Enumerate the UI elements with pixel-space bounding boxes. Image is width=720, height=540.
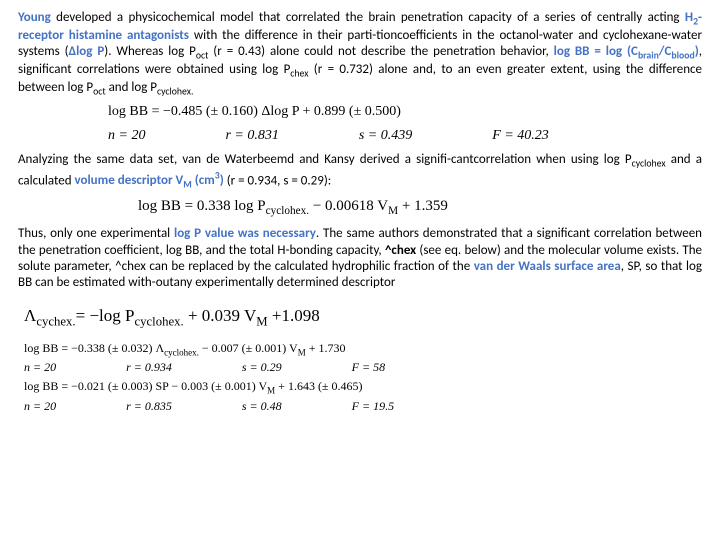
paragraph-3: Thus, only one experimental log P value … [18,226,702,291]
stat-r: r = 0.934 [126,360,172,375]
oct-sub: oct [196,50,209,62]
equation-5-stats: n = 20 r = 0.835 s = 0.48 F = 19.5 [24,399,702,414]
text: ). Whereas log P [104,44,196,59]
stat-s: s = 0.29 [242,360,282,375]
chex-sub: chex [290,67,308,79]
chex-bold: ^chex [385,243,416,258]
stat-f: F = 19.5 [352,399,394,414]
equation-5: log BB = −0.021 (± 0.003) SP − 0.003 (± … [24,379,702,397]
stat-r: r = 0.835 [126,399,172,414]
stat-f: F = 58 [352,360,385,375]
text: (r = 0.43) alone could not describe the … [208,44,553,59]
text: Thus, only one experimental [18,226,174,241]
stat-n: n = 20 [24,399,56,414]
paragraph-2: Analyzing the same data set, van de Wate… [18,152,702,191]
text: (r = 0.934, s = 0.29): [224,173,332,188]
equation-1-stats: n = 20 r = 0.831 s = 0.439 F = 40.23 [108,127,702,145]
cyclohex-sub: cyclohex [632,158,666,170]
stat-s: s = 0.48 [242,399,282,414]
equation-1: log BB = −0.485 (± 0.160) Δlog P + 0.899… [108,103,702,121]
equation-2: log BB = 0.338 log Pcyclohex. − 0.00618 … [138,197,702,218]
document-page: Young developed a physicochemical model … [0,0,720,426]
stat-n: n = 20 [108,127,145,145]
cyclohex-sub: cyclohex. [157,85,193,97]
text: developed a physicochemical model that c… [51,10,685,25]
equation-4: log BB = −0.338 (± 0.032) Λcyclohex. − 0… [24,341,702,359]
text: Analyzing the same data set, van de Wate… [18,152,632,167]
oct-sub-2: oct [93,85,106,97]
author-young: Young [18,10,51,25]
stat-s: s = 0.439 [359,127,412,145]
equation-3: Λcychex.= −log Pcyclohex. + 0.039 VM +1.… [24,305,702,330]
volume-descriptor: volume descriptor VM (cm3) [74,173,223,188]
bb-equation: log BB = log (Cbrain/Cblood) [554,44,699,59]
log-p-value: log P value was necessary [174,226,316,241]
stat-r: r = 0.831 [225,127,278,145]
delta-log-p: Δlog P [69,44,105,59]
equation-4-stats: n = 20 r = 0.934 s = 0.29 F = 58 [24,360,702,375]
stat-n: n = 20 [24,360,56,375]
stat-f: F = 40.23 [492,127,549,145]
text: and log P [106,80,157,95]
paragraph-1: Young developed a physicochemical model … [18,10,702,97]
van-der-waals: van der Waals surface area [474,259,621,274]
